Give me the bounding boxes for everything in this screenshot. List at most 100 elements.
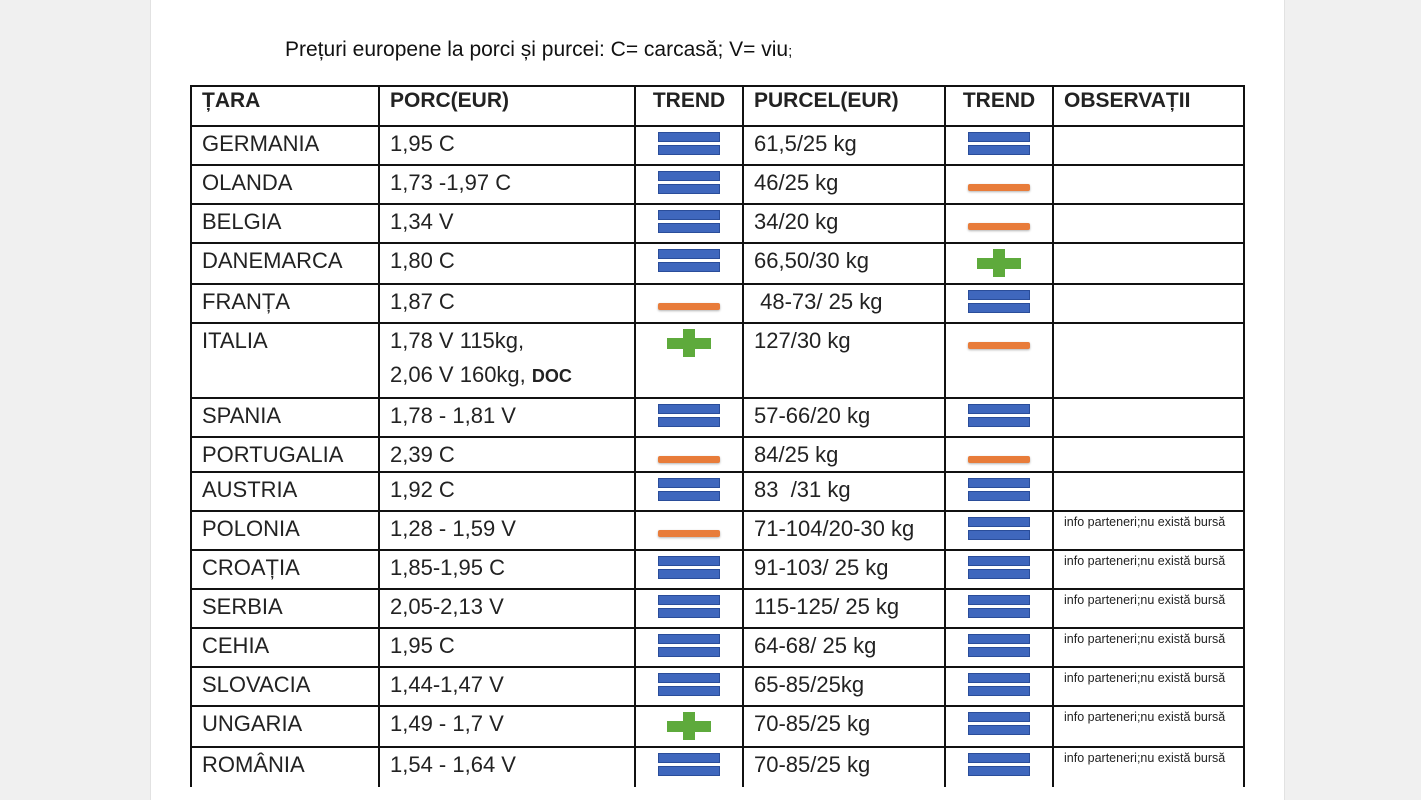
country-cell: ROMÂNIA — [190, 746, 380, 787]
table-row: SERBIA 2,05-2,13 V 115-125/ 25 kg info part… — [190, 588, 1245, 629]
country-name: UNGARIA — [202, 711, 303, 736]
pig-price-cell: 1,85-1,95 C — [378, 549, 636, 590]
minus-trend-icon — [968, 223, 1030, 230]
country-cell: CROAȚIA — [190, 549, 380, 590]
equal-trend-icon — [658, 673, 720, 699]
pig-trend-cell — [634, 746, 744, 787]
piglet-price: 84/25 kg — [754, 442, 839, 467]
piglet-trend-cell — [944, 705, 1054, 748]
observations-cell — [1052, 436, 1245, 473]
pig-price: 1,73 -1,97 C — [390, 170, 512, 195]
equal-trend-icon — [968, 478, 1030, 504]
piglet-trend-cell — [944, 322, 1054, 399]
country-name: SPANIA — [202, 403, 282, 428]
piglet-trend-cell — [944, 283, 1054, 324]
country-name: CEHIA — [202, 633, 270, 658]
pig-price-cell: 1,54 - 1,64 V — [378, 746, 636, 787]
piglet-price: 48-73/ 25 kg — [754, 289, 883, 314]
table-header-row: ȚARA PORC(EUR) TREND PURCEL(EUR) TREND O… — [190, 85, 1245, 127]
pig-trend-cell — [634, 203, 744, 244]
observation-text: info parteneri;nu există bursă — [1064, 710, 1226, 724]
country-cell: ITALIA — [190, 322, 380, 399]
piglet-price: 57-66/20 kg — [754, 403, 871, 428]
country-name: AUSTRIA — [202, 477, 298, 502]
table-row: SPANIA 1,78 - 1,81 V 57-66/20 kg — [190, 397, 1245, 438]
title-text: Prețuri europene la porci și purcei: C= … — [285, 38, 789, 61]
table-row: ITALIA 1,78 V 115kg, 2,06 V 160kg, DOC 127/… — [190, 322, 1245, 399]
pig-price-cell: 1,44-1,47 V — [378, 666, 636, 707]
piglet-price-cell: 48-73/ 25 kg — [742, 283, 946, 324]
equal-trend-icon — [658, 478, 720, 504]
equal-trend-icon — [658, 556, 720, 582]
table-row: UNGARIA 1,49 - 1,7 V 70-85/25 kg info parte… — [190, 705, 1245, 748]
piglet-trend-cell — [944, 125, 1054, 166]
observation-text: info parteneri;nu există bursă — [1064, 751, 1226, 765]
piglet-trend-cell — [944, 666, 1054, 707]
piglet-price: 66,50/30 kg — [754, 248, 869, 273]
pig-price: 1,87 C — [390, 289, 455, 314]
country-cell: GERMANIA — [190, 125, 380, 166]
pig-price: 2,05-2,13 V — [390, 594, 504, 619]
piglet-trend-cell — [944, 164, 1054, 205]
piglet-price-cell: 65-85/25kg — [742, 666, 946, 707]
equal-trend-icon — [968, 634, 1030, 660]
table-row: OLANDA 1,73 -1,97 C 46/25 kg — [190, 164, 1245, 205]
header-piglet-trend: TREND — [944, 85, 1054, 127]
piglet-price-cell: 115-125/ 25 kg — [742, 588, 946, 629]
country-name: PORTUGALIA — [202, 442, 344, 467]
observations-cell — [1052, 164, 1245, 205]
country-cell: DANEMARCA — [190, 242, 380, 285]
equal-trend-icon — [658, 753, 720, 779]
table-row: DANEMARCA 1,80 C 66,50/30 kg — [190, 242, 1245, 285]
pig-price: 1,44-1,47 V — [390, 672, 504, 697]
observations-cell — [1052, 397, 1245, 438]
piglet-trend-cell — [944, 588, 1054, 629]
equal-trend-icon — [968, 712, 1030, 738]
country-cell: SPANIA — [190, 397, 380, 438]
observations-cell — [1052, 471, 1245, 512]
pig-price: 1,78 - 1,81 V — [390, 403, 516, 428]
pig-price-cell: 1,28 - 1,59 V — [378, 510, 636, 551]
piglet-price: 71-104/20-30 kg — [754, 516, 915, 541]
country-cell: UNGARIA — [190, 705, 380, 748]
piglet-price: 127/30 kg — [754, 328, 851, 353]
pig-price: 1,34 V — [390, 209, 454, 234]
pig-trend-cell — [634, 397, 744, 438]
pig-price: 1,28 - 1,59 V — [390, 516, 516, 541]
country-cell: SERBIA — [190, 588, 380, 629]
pig-trend-cell — [634, 666, 744, 707]
piglet-price: 115-125/ 25 kg — [754, 594, 900, 619]
observations-cell: info parteneri;nu există bursă — [1052, 705, 1245, 748]
piglet-price-cell: 91-103/ 25 kg — [742, 549, 946, 590]
observations-cell: info parteneri;nu există bursă — [1052, 588, 1245, 629]
pig-price: 1,80 C — [390, 248, 455, 273]
pig-trend-cell — [634, 510, 744, 551]
equal-trend-icon — [658, 634, 720, 660]
pig-price: 1,78 V 115kg, — [390, 328, 525, 353]
piglet-trend-cell — [944, 436, 1054, 473]
table-row: ROMÂNIA 1,54 - 1,64 V 70-85/25 kg info part… — [190, 746, 1245, 787]
table-row: AUSTRIA 1,92 C 83 /31 kg — [190, 471, 1245, 512]
piglet-price: 46/25 kg — [754, 170, 839, 195]
minus-trend-icon — [968, 184, 1030, 191]
observation-text: info parteneri;nu există bursă — [1064, 554, 1226, 568]
page-title: Prețuri europene la porci și purcei: C= … — [285, 38, 792, 62]
equal-trend-icon — [968, 753, 1030, 779]
observations-cell: info parteneri;nu există bursă — [1052, 627, 1245, 668]
piglet-price-cell: 70-85/25 kg — [742, 705, 946, 748]
plus-trend-icon — [667, 712, 711, 740]
equal-trend-icon — [968, 595, 1030, 621]
equal-trend-icon — [658, 171, 720, 197]
pig-price-cell: 1,78 V 115kg, 2,06 V 160kg, DOC — [378, 322, 636, 399]
equal-trend-icon — [658, 249, 720, 275]
piglet-price-cell: 84/25 kg — [742, 436, 946, 473]
pig-price: 1,49 - 1,7 V — [390, 711, 504, 736]
country-cell: PORTUGALIA — [190, 436, 380, 473]
table-row: POLONIA 1,28 - 1,59 V 71-104/20-30 kg info … — [190, 510, 1245, 551]
pig-price-cell: 1,80 C — [378, 242, 636, 285]
plus-trend-icon — [667, 329, 711, 357]
pig-price: 1,95 C — [390, 131, 455, 156]
country-name: CROAȚIA — [202, 555, 300, 580]
piglet-trend-cell — [944, 397, 1054, 438]
country-cell: BELGIA — [190, 203, 380, 244]
